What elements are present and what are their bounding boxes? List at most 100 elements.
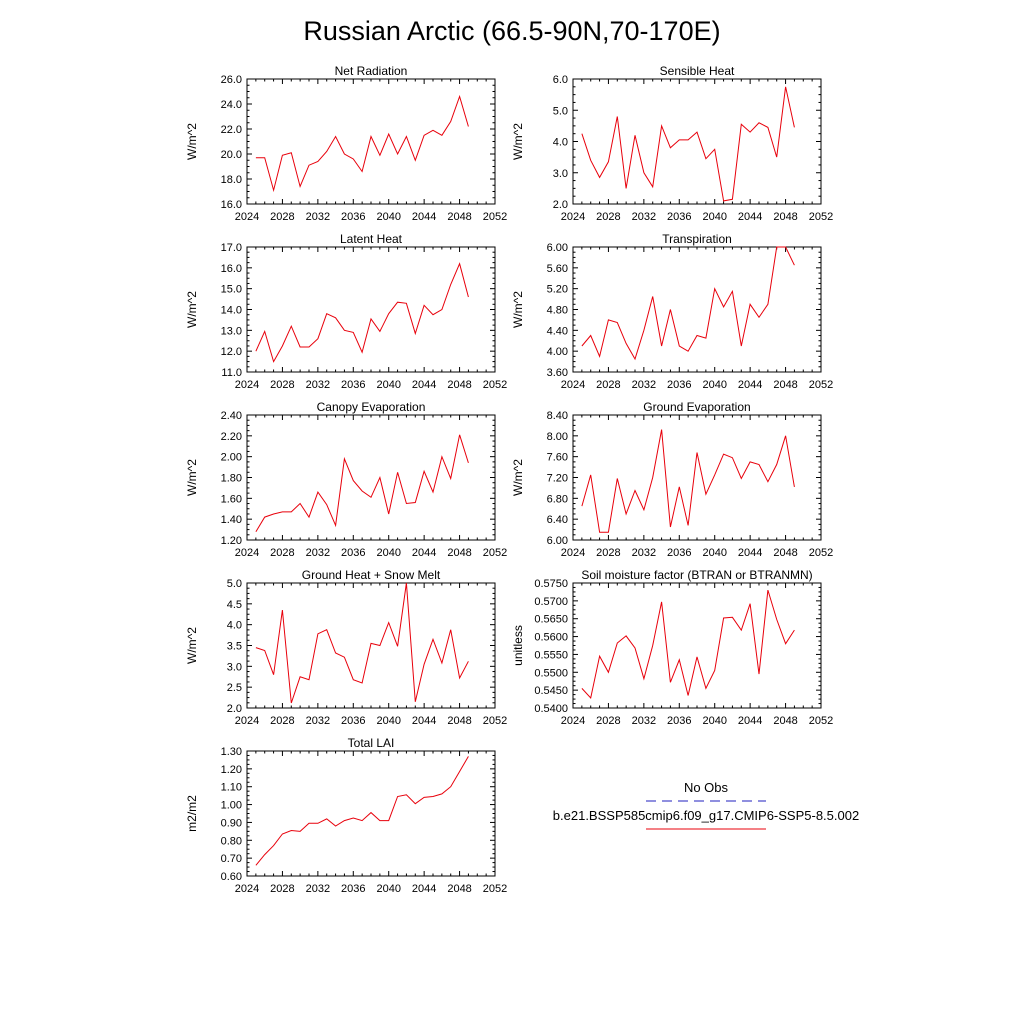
y-tick-label: 2.5 [227, 682, 242, 694]
panel-title: Sensible Heat [660, 64, 735, 78]
y-tick-label: 1.00 [221, 800, 242, 812]
x-tick-label: 2032 [632, 547, 656, 559]
x-tick-label: 2040 [702, 547, 726, 559]
x-tick-label: 2024 [235, 547, 259, 559]
x-tick-label: 2036 [341, 715, 365, 727]
series-line [255, 94, 469, 193]
plot-frame [246, 414, 496, 541]
x-tick-label: 2028 [596, 715, 620, 727]
y-tick-label: 8.40 [547, 410, 568, 422]
panel-title: Net Radiation [335, 64, 408, 78]
y-tick-label: 1.40 [221, 514, 242, 526]
panel-title: Soil moisture factor (BTRAN or BTRANMN) [581, 568, 812, 582]
x-tick-label: 2024 [561, 211, 585, 223]
x-tick-label: 2052 [483, 379, 507, 391]
x-tick-label: 2052 [809, 379, 833, 391]
y-tick-label: 4.80 [547, 305, 568, 317]
y-tick-label: 2.40 [221, 410, 242, 422]
panel-ground-heat-snow-melt: Ground Heat + Snow Melt W/m^2 2024 2028 2032… [185, 568, 507, 727]
x-tick-label: 2048 [773, 715, 797, 727]
x-tick-label: 2024 [235, 379, 259, 391]
y-tick-label: 4.0 [553, 137, 568, 149]
x-tick-label: 2044 [738, 547, 762, 559]
y-axis-label: W/m^2 [185, 459, 199, 496]
panel-title: Canopy Evaporation [317, 400, 426, 414]
x-tick-label: 2036 [667, 379, 691, 391]
x-tick-label: 2044 [738, 379, 762, 391]
y-tick-label: 1.80 [221, 473, 242, 485]
y-axis-label: W/m^2 [511, 291, 525, 328]
x-tick-label: 2044 [412, 211, 436, 223]
y-tick-label: 7.60 [547, 452, 568, 464]
y-tick-label: 6.40 [547, 514, 568, 526]
x-tick-label: 2028 [270, 379, 294, 391]
y-axis-label: W/m^2 [511, 123, 525, 160]
x-tick-label: 2040 [702, 715, 726, 727]
x-tick-label: 2040 [702, 211, 726, 223]
y-tick-label: 5.0 [553, 105, 568, 117]
x-tick-label: 2032 [632, 379, 656, 391]
y-axis-label: W/m^2 [185, 123, 199, 160]
y-axis-label: unitless [511, 625, 525, 666]
y-tick-label: 0.60 [221, 871, 242, 883]
x-tick-label: 2024 [235, 883, 259, 895]
x-tick-label: 2024 [561, 379, 585, 391]
x-tick-label: 2032 [306, 379, 330, 391]
y-tick-label: 18.0 [221, 174, 242, 186]
y-tick-label: 16.0 [221, 199, 242, 211]
y-tick-label: 8.00 [547, 431, 568, 443]
x-tick-label: 2052 [483, 883, 507, 895]
y-tick-label: 4.0 [227, 620, 242, 632]
y-tick-label: 13.0 [221, 325, 242, 337]
y-tick-label: 0.5600 [534, 632, 568, 644]
y-tick-label: 1.30 [221, 746, 242, 758]
panel-title: Latent Heat [340, 232, 403, 246]
x-tick-label: 2028 [596, 547, 620, 559]
x-tick-label: 2044 [412, 715, 436, 727]
y-axis-label: W/m^2 [185, 291, 199, 328]
y-tick-label: 6.0 [553, 74, 568, 86]
y-tick-label: 3.5 [227, 641, 242, 653]
x-tick-label: 2032 [306, 883, 330, 895]
x-tick-label: 2028 [270, 547, 294, 559]
x-tick-label: 2044 [412, 883, 436, 895]
y-tick-label: 6.00 [547, 242, 568, 254]
plot-frame [572, 246, 822, 373]
y-tick-label: 0.5650 [534, 614, 568, 626]
y-tick-label: 4.5 [227, 599, 242, 611]
x-tick-label: 2028 [270, 211, 294, 223]
panel-transpiration: Transpiration W/m^2 2024 2028 2032 2036 2040 20… [511, 232, 833, 391]
plot-frame [246, 750, 496, 877]
y-tick-label: 0.5750 [534, 578, 568, 590]
x-tick-label: 2028 [270, 883, 294, 895]
x-tick-label: 2048 [773, 379, 797, 391]
panel-title: Ground Evaporation [643, 400, 750, 414]
x-tick-label: 2024 [235, 715, 259, 727]
figure-title: Russian Arctic (66.5-90N,70-170E) [303, 16, 720, 46]
panel-grid: Net Radiation W/m^2 2024 2028 2032 2036 2040 20… [185, 64, 833, 895]
series-line [255, 582, 469, 704]
y-tick-label: 7.20 [547, 473, 568, 485]
series-line [581, 86, 795, 202]
y-tick-label: 2.20 [221, 431, 242, 443]
panel-total-lai: Total LAI m2/m2 2024 2028 2032 2036 2040 2044 20… [185, 736, 507, 895]
y-tick-label: 3.60 [547, 367, 568, 379]
y-tick-label: 14.0 [221, 305, 242, 317]
series-line [255, 262, 469, 363]
y-tick-label: 11.0 [221, 367, 242, 379]
y-tick-label: 0.5400 [534, 703, 568, 715]
panel-ground-evaporation: Ground Evaporation W/m^2 2024 2028 2032 2036 2… [511, 400, 833, 559]
x-tick-label: 2036 [341, 379, 365, 391]
y-tick-label: 12.0 [221, 346, 242, 358]
plot-frame [246, 78, 496, 205]
y-tick-label: 17.0 [221, 242, 242, 254]
x-tick-label: 2032 [306, 715, 330, 727]
y-tick-label: 6.00 [547, 535, 568, 547]
y-axis-label: m2/m2 [185, 795, 199, 832]
x-tick-label: 2036 [341, 883, 365, 895]
x-tick-label: 2048 [773, 547, 797, 559]
series-line [581, 589, 795, 700]
x-tick-label: 2044 [412, 547, 436, 559]
y-tick-label: 5.0 [227, 578, 242, 590]
